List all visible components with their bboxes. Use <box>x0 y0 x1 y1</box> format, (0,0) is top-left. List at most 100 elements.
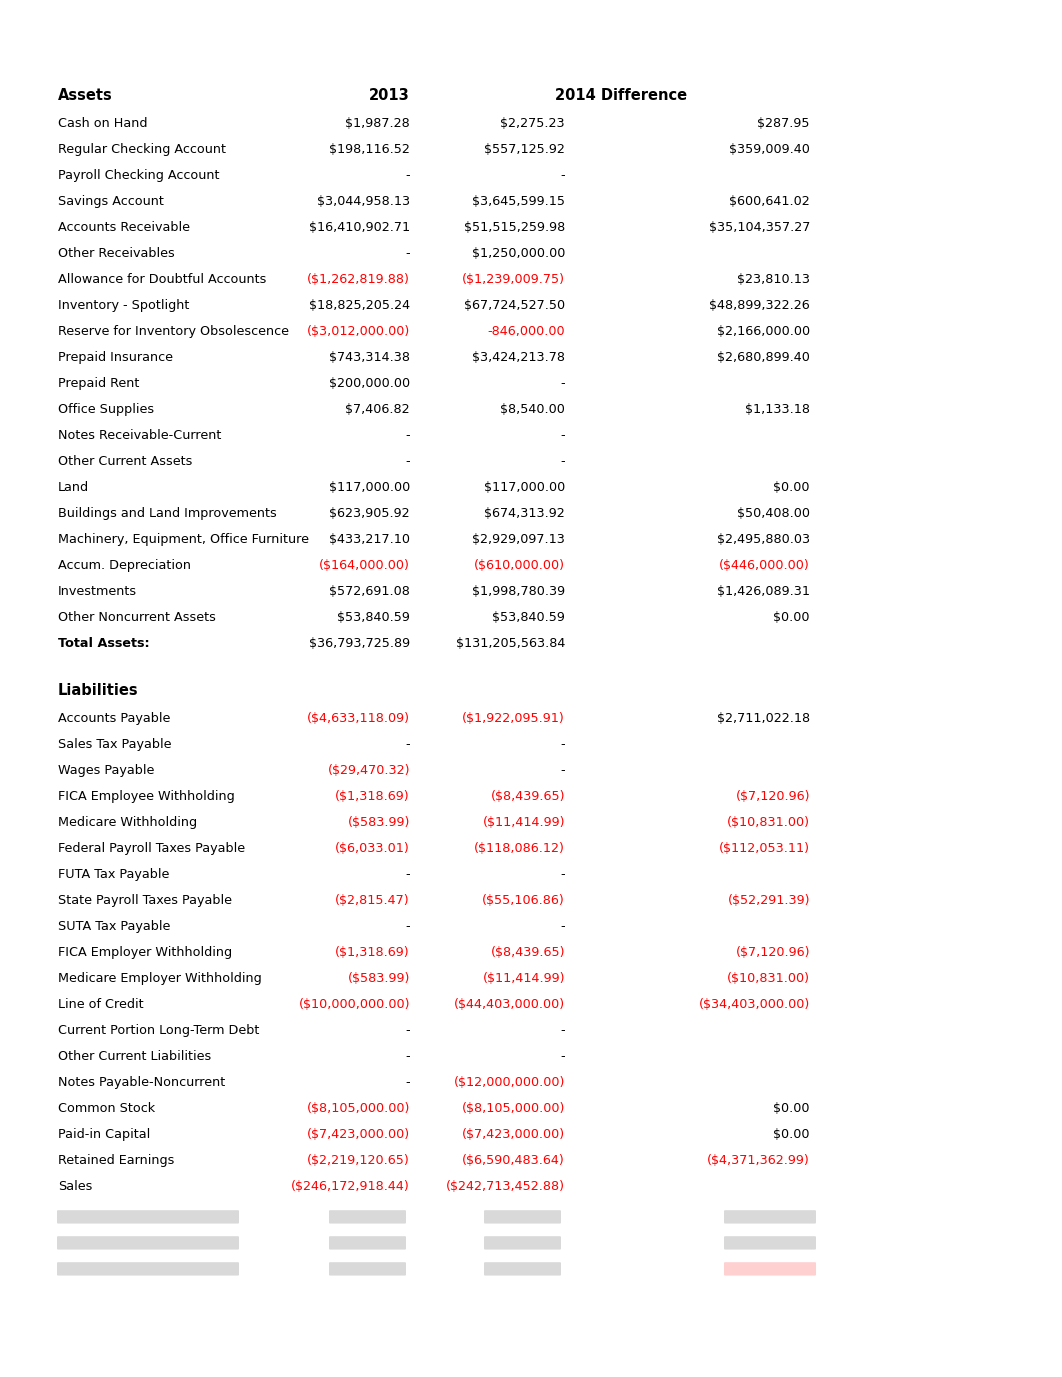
Text: ($1,262,819.88): ($1,262,819.88) <box>307 273 410 285</box>
Text: ($583.99): ($583.99) <box>347 817 410 829</box>
FancyBboxPatch shape <box>724 1210 816 1224</box>
Text: $743,314.38: $743,314.38 <box>329 351 410 364</box>
Text: Sales: Sales <box>58 1180 92 1192</box>
Text: $35,104,357.27: $35,104,357.27 <box>708 220 810 234</box>
Text: Savings Account: Savings Account <box>58 194 164 208</box>
Text: 2013: 2013 <box>370 88 410 103</box>
FancyBboxPatch shape <box>57 1237 239 1249</box>
Text: $1,133.18: $1,133.18 <box>746 402 810 416</box>
Text: $1,250,000.00: $1,250,000.00 <box>472 246 565 260</box>
Text: -: - <box>561 764 565 777</box>
Text: $2,166,000.00: $2,166,000.00 <box>717 325 810 337</box>
Text: ($6,033.01): ($6,033.01) <box>336 841 410 855</box>
Text: $18,825,205.24: $18,825,205.24 <box>309 299 410 311</box>
Text: $53,840.59: $53,840.59 <box>337 610 410 624</box>
Text: $3,424,213.78: $3,424,213.78 <box>472 351 565 364</box>
Text: ($1,922,095.91): ($1,922,095.91) <box>462 712 565 726</box>
Text: Regular Checking Account: Regular Checking Account <box>58 143 226 156</box>
FancyBboxPatch shape <box>329 1263 406 1275</box>
Text: $600,641.02: $600,641.02 <box>730 194 810 208</box>
Text: $433,217.10: $433,217.10 <box>329 533 410 545</box>
Text: $117,000.00: $117,000.00 <box>484 481 565 493</box>
Text: Other Noncurrent Assets: Other Noncurrent Assets <box>58 610 216 624</box>
Text: ($12,000,000.00): ($12,000,000.00) <box>453 1075 565 1089</box>
Text: ($11,414.99): ($11,414.99) <box>482 817 565 829</box>
Text: -: - <box>406 246 410 260</box>
Text: $117,000.00: $117,000.00 <box>329 481 410 493</box>
Text: Land: Land <box>58 481 89 493</box>
Text: Prepaid Insurance: Prepaid Insurance <box>58 351 173 364</box>
Text: $50,408.00: $50,408.00 <box>737 507 810 519</box>
Text: Accounts Receivable: Accounts Receivable <box>58 220 190 234</box>
Text: $7,406.82: $7,406.82 <box>345 402 410 416</box>
Text: ($112,053.11): ($112,053.11) <box>719 841 810 855</box>
Text: ($446,000.00): ($446,000.00) <box>719 559 810 571</box>
Text: ($4,371,362.99): ($4,371,362.99) <box>707 1154 810 1166</box>
FancyBboxPatch shape <box>724 1237 816 1249</box>
Text: $572,691.08: $572,691.08 <box>329 585 410 598</box>
Text: Medicare Employer Withholding: Medicare Employer Withholding <box>58 972 261 985</box>
Text: -: - <box>406 168 410 182</box>
Text: $48,899,322.26: $48,899,322.26 <box>709 299 810 311</box>
Text: $1,987.28: $1,987.28 <box>345 117 410 129</box>
Text: Buildings and Land Improvements: Buildings and Land Improvements <box>58 507 277 519</box>
Text: $557,125.92: $557,125.92 <box>484 143 565 156</box>
Text: Paid-in Capital: Paid-in Capital <box>58 1128 150 1142</box>
Text: -: - <box>561 428 565 442</box>
Text: Sales Tax Payable: Sales Tax Payable <box>58 738 171 750</box>
Text: Other Current Assets: Other Current Assets <box>58 454 192 468</box>
Text: -: - <box>561 738 565 750</box>
Text: Line of Credit: Line of Credit <box>58 998 143 1011</box>
Text: ($118,086.12): ($118,086.12) <box>474 841 565 855</box>
Text: ($246,172,918.44): ($246,172,918.44) <box>291 1180 410 1192</box>
Text: Prepaid Rent: Prepaid Rent <box>58 376 139 390</box>
Text: $198,116.52: $198,116.52 <box>329 143 410 156</box>
Text: ($7,120.96): ($7,120.96) <box>736 946 810 958</box>
Text: Notes Receivable-Current: Notes Receivable-Current <box>58 428 221 442</box>
Text: $51,515,259.98: $51,515,259.98 <box>464 220 565 234</box>
Text: $3,645,599.15: $3,645,599.15 <box>472 194 565 208</box>
Text: Cash on Hand: Cash on Hand <box>58 117 148 129</box>
Text: Investments: Investments <box>58 585 137 598</box>
Text: $36,793,725.89: $36,793,725.89 <box>309 636 410 650</box>
Text: -: - <box>406 454 410 468</box>
Text: Medicare Withholding: Medicare Withholding <box>58 817 198 829</box>
Text: -: - <box>406 868 410 881</box>
FancyBboxPatch shape <box>484 1263 561 1275</box>
Text: $623,905.92: $623,905.92 <box>329 507 410 519</box>
Text: 2014 Difference: 2014 Difference <box>555 88 687 103</box>
Text: $53,840.59: $53,840.59 <box>492 610 565 624</box>
Text: Reserve for Inventory Obsolescence: Reserve for Inventory Obsolescence <box>58 325 289 337</box>
Text: $0.00: $0.00 <box>773 1128 810 1142</box>
FancyBboxPatch shape <box>484 1210 561 1224</box>
Text: -: - <box>561 454 565 468</box>
Text: $3,044,958.13: $3,044,958.13 <box>316 194 410 208</box>
Text: ($7,120.96): ($7,120.96) <box>736 790 810 803</box>
Text: ($1,318.69): ($1,318.69) <box>336 946 410 958</box>
Text: ($8,439.65): ($8,439.65) <box>491 946 565 958</box>
Text: -: - <box>406 1075 410 1089</box>
Text: -: - <box>561 1051 565 1063</box>
Text: -: - <box>406 428 410 442</box>
Text: ($52,291.39): ($52,291.39) <box>727 894 810 907</box>
Text: Other Receivables: Other Receivables <box>58 246 175 260</box>
Text: $359,009.40: $359,009.40 <box>730 143 810 156</box>
FancyBboxPatch shape <box>57 1263 239 1275</box>
Text: -: - <box>561 920 565 934</box>
Text: Current Portion Long-Term Debt: Current Portion Long-Term Debt <box>58 1024 259 1037</box>
Text: Accum. Depreciation: Accum. Depreciation <box>58 559 191 571</box>
Text: ($1,318.69): ($1,318.69) <box>336 790 410 803</box>
Text: ($4,633,118.09): ($4,633,118.09) <box>307 712 410 726</box>
Text: $131,205,563.84: $131,205,563.84 <box>456 636 565 650</box>
FancyBboxPatch shape <box>724 1263 816 1275</box>
Text: Liabilities: Liabilities <box>58 683 139 698</box>
Text: ($10,831.00): ($10,831.00) <box>727 817 810 829</box>
FancyBboxPatch shape <box>329 1237 406 1249</box>
Text: ($10,831.00): ($10,831.00) <box>727 972 810 985</box>
Text: ($11,414.99): ($11,414.99) <box>482 972 565 985</box>
Text: FICA Employer Withholding: FICA Employer Withholding <box>58 946 233 958</box>
Text: $2,929,097.13: $2,929,097.13 <box>473 533 565 545</box>
Text: -: - <box>406 738 410 750</box>
Text: ($8,105,000.00): ($8,105,000.00) <box>307 1102 410 1115</box>
Text: ($1,239,009.75): ($1,239,009.75) <box>462 273 565 285</box>
